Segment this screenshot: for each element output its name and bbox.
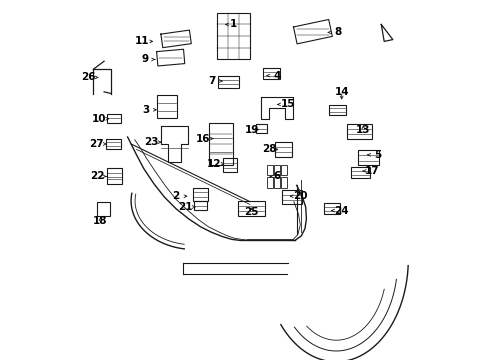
Bar xyxy=(107,113,121,122)
Text: 23: 23 xyxy=(143,137,158,147)
Text: 22: 22 xyxy=(89,171,104,181)
Bar xyxy=(273,165,279,175)
Text: 15: 15 xyxy=(280,99,294,109)
Text: 18: 18 xyxy=(93,216,107,226)
Text: 2: 2 xyxy=(172,191,180,201)
Text: 12: 12 xyxy=(206,159,221,169)
Text: 24: 24 xyxy=(334,206,348,216)
Bar xyxy=(273,177,279,188)
Bar xyxy=(347,124,371,139)
Bar xyxy=(105,139,121,149)
Text: 4: 4 xyxy=(273,71,280,81)
Bar xyxy=(266,165,272,175)
Text: 26: 26 xyxy=(81,72,95,82)
Bar xyxy=(217,76,239,88)
Bar xyxy=(96,202,110,216)
Bar xyxy=(193,188,208,201)
Text: 20: 20 xyxy=(292,191,307,201)
Text: 14: 14 xyxy=(334,87,348,97)
Text: 17: 17 xyxy=(364,166,379,176)
Bar xyxy=(281,165,286,175)
Bar xyxy=(266,177,272,188)
Text: 25: 25 xyxy=(244,207,259,217)
Text: 5: 5 xyxy=(373,150,381,160)
Text: 19: 19 xyxy=(244,125,258,135)
Text: 21: 21 xyxy=(178,202,192,212)
Bar xyxy=(281,177,286,188)
Bar xyxy=(157,94,177,118)
Text: 10: 10 xyxy=(91,114,106,124)
Bar xyxy=(328,105,346,115)
Text: 1: 1 xyxy=(230,19,237,30)
Bar xyxy=(193,201,207,210)
Text: 11: 11 xyxy=(134,36,149,46)
Bar xyxy=(281,190,302,204)
Bar xyxy=(274,142,291,157)
Text: 3: 3 xyxy=(142,105,149,115)
Bar xyxy=(351,167,369,178)
Text: 16: 16 xyxy=(196,134,210,144)
Text: 6: 6 xyxy=(273,171,280,181)
Bar xyxy=(263,68,279,79)
Bar xyxy=(256,124,266,133)
Text: 13: 13 xyxy=(355,125,370,135)
Text: 28: 28 xyxy=(262,144,276,154)
Text: 7: 7 xyxy=(208,76,215,86)
Bar xyxy=(223,158,237,172)
Bar xyxy=(217,13,249,59)
Bar xyxy=(358,150,378,165)
Text: 9: 9 xyxy=(142,54,149,64)
Text: 8: 8 xyxy=(334,27,341,37)
Bar xyxy=(238,201,264,216)
Bar xyxy=(209,123,232,165)
Bar xyxy=(323,203,339,214)
Bar xyxy=(106,167,122,184)
Text: 27: 27 xyxy=(89,139,103,149)
